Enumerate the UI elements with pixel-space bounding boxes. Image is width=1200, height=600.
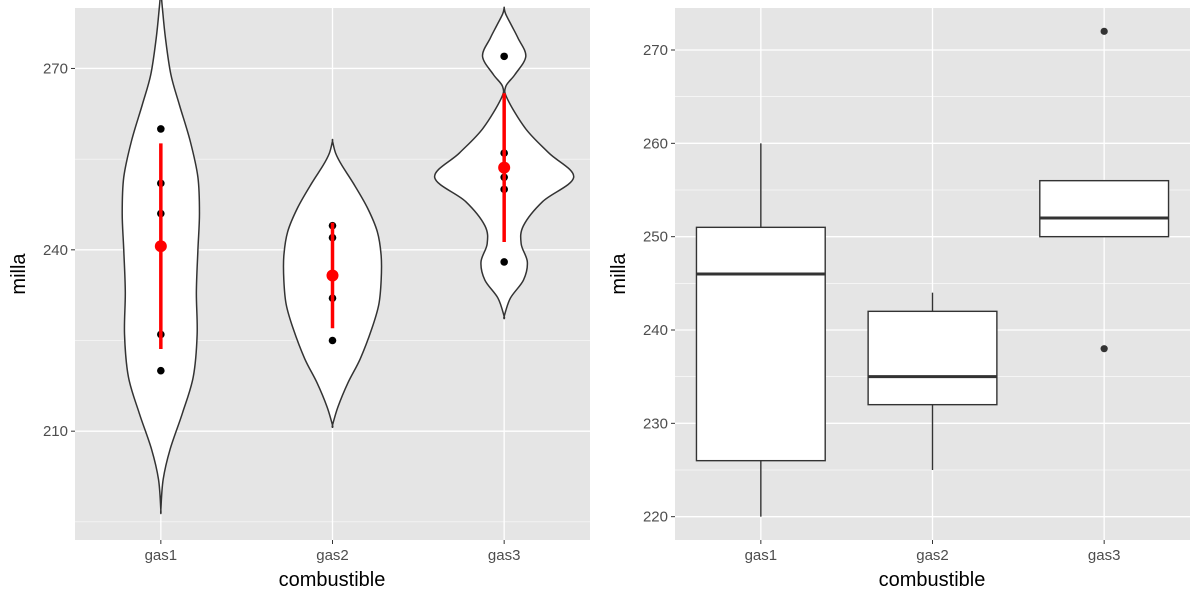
- boxplot-x-tick-label: gas2: [916, 547, 949, 564]
- violin-axes: 210 240 270 gas1 gas2 gas3: [43, 60, 520, 564]
- violin-chart: 210 240 270 gas1 gas2 gas3 combustible milla: [8, 0, 590, 591]
- box-gas1: [695, 226, 826, 462]
- violin-y-axis-title: milla: [8, 253, 30, 295]
- boxplot-marks: [695, 27, 1170, 517]
- violin-y-tick-label: 210: [43, 423, 68, 440]
- outlier-point-gas3: [1100, 27, 1108, 35]
- box-gas3: [1039, 179, 1170, 238]
- outlier-point-gas3: [1100, 345, 1108, 353]
- mean-point-gas1: [154, 240, 167, 253]
- boxplot-chart: 220 230 240 250 260 270 gas1 gas2 gas3 combustib…: [608, 8, 1190, 591]
- violin-y-tick-label: 240: [43, 242, 68, 259]
- violin-x-tick-label: gas3: [488, 547, 521, 564]
- boxplot-y-axis-title: milla: [608, 253, 630, 295]
- data-point-gas3: [500, 52, 508, 61]
- boxplot-y-tick-label: 240: [643, 322, 668, 339]
- violin-x-tick-label: gas2: [316, 547, 349, 564]
- violin-marks: [121, 0, 575, 515]
- violin-y-tick-label: 270: [43, 60, 68, 77]
- boxplot-x-axis-title: combustible: [879, 569, 986, 591]
- boxplot-axes: 220 230 240 250 260 270 gas1 gas2 gas3: [643, 42, 1120, 564]
- boxplot-y-tick-label: 250: [643, 229, 668, 246]
- boxplot-y-tick-label: 270: [643, 42, 668, 59]
- data-point-gas3: [500, 258, 508, 266]
- boxplot-x-tick-label: gas3: [1088, 547, 1121, 564]
- violin-x-axis-title: combustible: [279, 569, 386, 591]
- boxplot-y-tick-label: 220: [643, 509, 668, 526]
- violin-x-tick-label: gas1: [145, 547, 178, 564]
- mean-point-gas3: [498, 161, 511, 174]
- data-point-gas1: [157, 366, 165, 375]
- boxplot-y-tick-label: 260: [643, 135, 668, 152]
- data-point-gas1: [157, 125, 165, 133]
- box-gas2: [867, 310, 998, 406]
- mean-point-gas2: [326, 269, 339, 282]
- data-point-gas2: [328, 336, 337, 345]
- boxplot-y-tick-label: 230: [643, 415, 668, 432]
- boxplot-x-tick-label: gas1: [745, 547, 778, 564]
